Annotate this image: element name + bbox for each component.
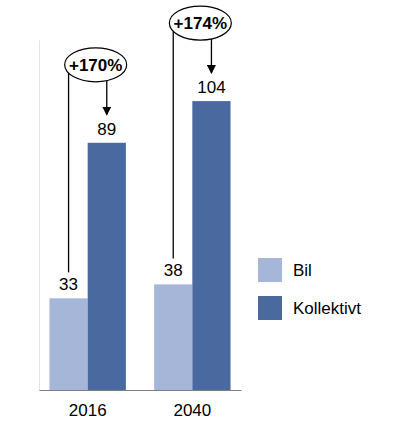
annotation-oval	[65, 48, 127, 82]
annotation-arrow	[211, 39, 212, 73]
legend-swatch	[258, 296, 282, 320]
legend-label: Kollektivt	[293, 299, 361, 318]
annotation-text: +174%	[174, 14, 227, 33]
bar	[154, 284, 192, 390]
legend-label: Bil	[293, 261, 312, 280]
annotation: +174%	[169, 6, 231, 258]
bar	[88, 143, 126, 390]
annotation-arrow	[106, 81, 107, 115]
x-axis: 2016 2040	[40, 390, 242, 420]
annotation-line	[173, 31, 174, 258]
chart: 2016 2040 33 38 89 104 +170% +174% Bil Kollektivt	[0, 0, 404, 442]
bar	[49, 298, 87, 390]
x-axis-line	[40, 390, 242, 391]
x-tick: 2016	[69, 390, 107, 420]
legend: Bil Kollektivt	[258, 258, 361, 320]
y-axis-line	[39, 41, 40, 391]
annotations: +170% +174%	[65, 6, 232, 272]
annotation-text: +170%	[69, 56, 122, 75]
x-tick-label: 2016	[69, 401, 107, 420]
data-label: 33	[59, 275, 78, 294]
data-label: 89	[97, 120, 116, 139]
data-labels: 33 38 89 104	[59, 78, 226, 294]
bars	[49, 101, 230, 390]
bar	[192, 101, 230, 390]
annotation-oval	[169, 6, 231, 40]
x-tick: 2040	[173, 390, 211, 420]
data-label: 38	[164, 261, 183, 280]
legend-swatch	[258, 258, 282, 282]
annotation-line	[68, 73, 69, 272]
data-label: 104	[197, 78, 225, 97]
annotation: +170%	[65, 48, 127, 273]
x-tick-label: 2040	[173, 401, 211, 420]
y-axis	[39, 41, 40, 391]
